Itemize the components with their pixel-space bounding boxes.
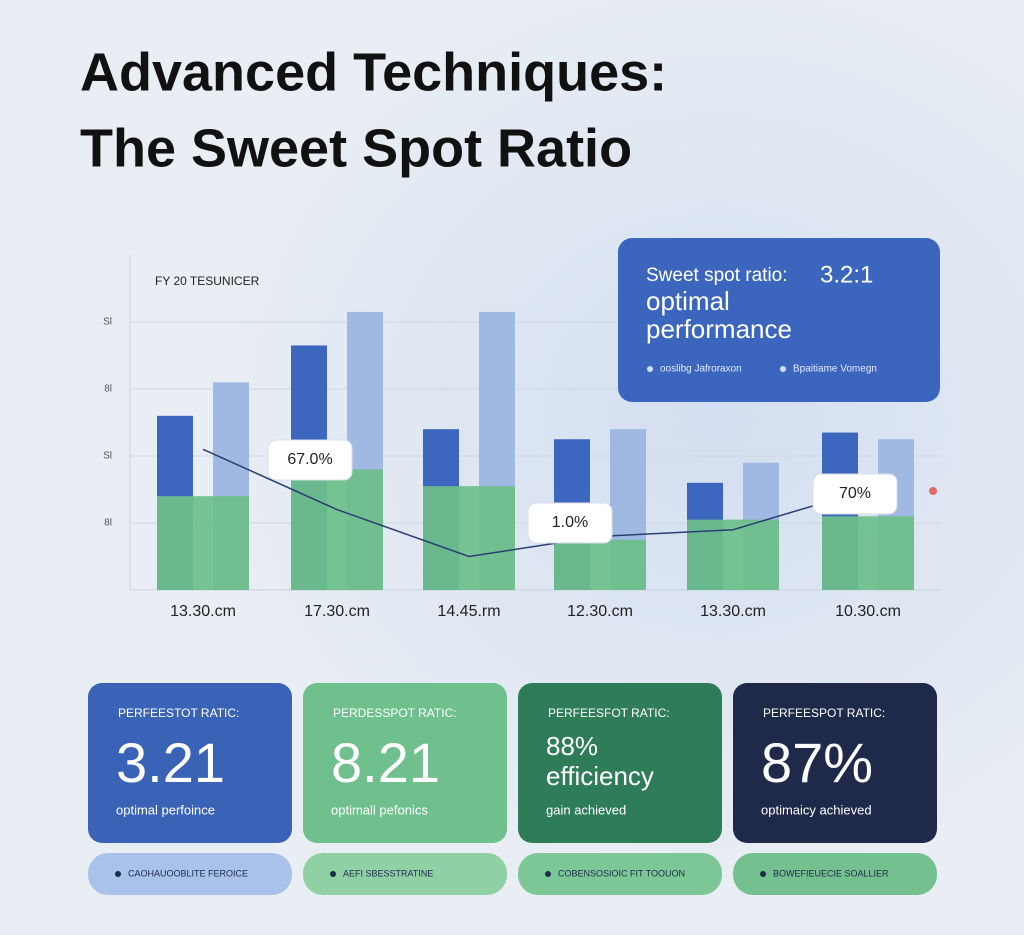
info-label: Sweet spot ratio:	[646, 265, 788, 286]
callout: 70%	[839, 485, 871, 502]
card-value: 3.21	[116, 731, 225, 794]
chart-subtitle: FY 20 TESUNICER	[155, 274, 260, 288]
bar	[157, 496, 249, 590]
x-tick-label: 12.30.cm	[567, 603, 633, 620]
title: The Sweet Spot Ratio	[80, 118, 632, 178]
callout-bg	[267, 439, 353, 481]
info-legend: ooslibg Jafroraxon	[660, 364, 742, 375]
pill	[518, 853, 722, 895]
card-note: optimal perfoince	[116, 802, 215, 817]
info-box: Sweet spot ratio: 3.2:1 optimal performa…	[618, 238, 940, 402]
card	[303, 683, 507, 843]
legend-icon	[780, 366, 786, 372]
chart: 8l Sl 8l Sl 13.30.cm 17.30.cm 14.45.rm 12.30.cm…	[103, 255, 940, 620]
card-label: PERFEESPOT RATIC:	[763, 706, 885, 720]
card-note: gain achieved	[546, 802, 626, 817]
card	[88, 683, 292, 843]
bar	[291, 469, 383, 590]
info-text: performance	[646, 314, 792, 344]
line	[202, 448, 869, 558]
info-legend: Bpaitiame Vomegn	[793, 364, 877, 375]
pill	[88, 853, 292, 895]
card-note: optimaicy achieved	[761, 802, 872, 817]
card-label: PERDESSPOT RATIC:	[333, 706, 457, 720]
card-note: optimall pefonics	[331, 802, 428, 817]
card-value: efficiency	[546, 761, 654, 791]
callout-bg	[812, 473, 898, 515]
card	[733, 683, 937, 843]
pill-text: AEFI SBESSTRATINE	[343, 868, 433, 878]
cards: PERFEESTOT RATIC: 3.21 optimal perfoince CA…	[88, 683, 937, 895]
callout: 1.0%	[552, 514, 588, 531]
pill-icon	[760, 871, 766, 877]
pill-icon	[545, 871, 551, 877]
card-value: 8.21	[331, 731, 440, 794]
x-tick-label: 10.30.cm	[835, 603, 901, 620]
card-label: PERFEESTOT RATIC:	[118, 706, 239, 720]
pill	[733, 853, 937, 895]
legend-icon	[647, 366, 653, 372]
card-label: PERFEESFOT RATIC:	[548, 706, 670, 720]
x-tick-label: 13.30.cm	[170, 603, 236, 620]
x-tick-label: 14.45.rm	[437, 603, 500, 620]
x-tick-label: 17.30.cm	[304, 603, 370, 620]
pill-icon	[115, 871, 121, 877]
y-tick-label: 8l	[104, 384, 112, 395]
card-value: 87%	[761, 731, 873, 794]
pill-text: BOWEFIEUECIE SOALLIER	[773, 868, 889, 878]
marker-dot	[929, 487, 937, 495]
title: Advanced Techniques:	[80, 42, 667, 102]
info-ratio: 3.2:1	[820, 261, 873, 288]
bar	[423, 486, 515, 590]
pill-icon	[330, 871, 336, 877]
x-tick-label: 13.30.cm	[700, 603, 766, 620]
callout-bg	[527, 502, 613, 544]
y-tick-label: 8l	[104, 518, 112, 529]
y-tick-label: Sl	[103, 317, 112, 328]
pill	[303, 853, 507, 895]
y-tick-label: Sl	[103, 451, 112, 462]
callout: 67.0%	[287, 451, 332, 468]
bar	[554, 539, 646, 590]
pill-text: COBENSOSIOIC FIT TOOUON	[558, 868, 685, 878]
card	[518, 683, 722, 843]
info-text: optimal	[646, 286, 730, 316]
info-box-bg	[618, 238, 940, 402]
bar	[822, 516, 914, 590]
pill-text: CAOHAUOOBLITE FEROICE	[128, 868, 248, 878]
card-value: 88%	[546, 731, 598, 761]
